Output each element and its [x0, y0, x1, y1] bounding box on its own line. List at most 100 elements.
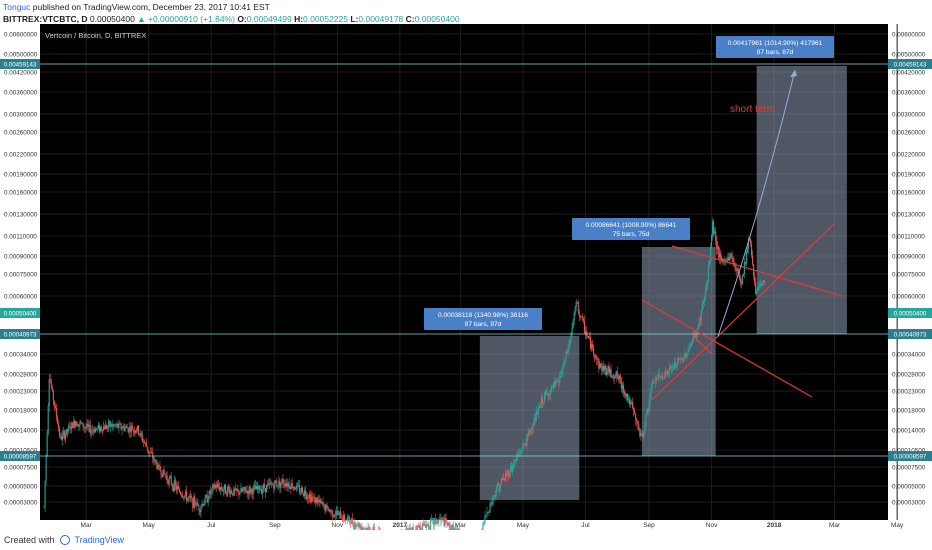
candle-body: [641, 433, 643, 435]
y-tick-label-left: 0.00075000: [4, 272, 38, 279]
candle-body: [674, 362, 676, 369]
candle-body: [308, 497, 310, 499]
candle-body: [686, 354, 688, 357]
candle-body: [343, 514, 346, 521]
candle-body: [586, 336, 589, 337]
candle-body: [508, 470, 510, 477]
candle-body: [569, 340, 571, 345]
candle-body: [97, 425, 99, 428]
y-tick-label-left: 0.00014000: [4, 428, 38, 435]
candle-body: [584, 331, 587, 334]
candle-body: [725, 259, 727, 261]
candle-body: [111, 424, 113, 427]
candle-body: [147, 446, 149, 451]
candle-body: [279, 480, 281, 488]
candle-body: [434, 520, 436, 525]
candle-body: [338, 511, 340, 514]
candle-body: [417, 525, 419, 528]
price-chart[interactable]: 0.00600000 0.00600000 0.00500000 0.00500000…: [0, 24, 932, 530]
price-tag-right-text: 0.00050400: [894, 310, 927, 317]
candle-body: [717, 246, 719, 250]
candle-body: [756, 290, 758, 294]
candle-body: [493, 495, 495, 497]
candle-body: [329, 510, 331, 512]
candle-body: [364, 528, 366, 530]
candle-body: [704, 290, 706, 298]
candle-body: [598, 358, 600, 369]
x-tick-label: 2018: [767, 522, 782, 529]
candle-body: [339, 511, 341, 519]
candle-body: [578, 311, 580, 317]
candle-body: [103, 426, 105, 431]
candle-body: [283, 483, 285, 485]
candle-body: [344, 520, 347, 522]
y-tick-label-right: 0.00220000: [892, 152, 926, 159]
candle-body: [252, 487, 254, 494]
tradingview-link[interactable]: TradingView: [74, 535, 125, 545]
candle-body: [746, 248, 748, 252]
candle-body: [574, 307, 576, 313]
candle-body: [525, 444, 527, 446]
candle-body: [634, 411, 636, 415]
candle-body: [665, 371, 667, 373]
candle-body: [752, 255, 754, 265]
candle-body: [178, 488, 180, 492]
candle-body: [444, 518, 446, 526]
candle-body: [153, 458, 155, 461]
candle-body: [490, 503, 492, 505]
candle-body: [312, 496, 314, 498]
candle-body: [212, 484, 214, 488]
candle-body: [168, 477, 170, 485]
candle-body: [603, 365, 605, 371]
candle-body: [612, 375, 614, 377]
price-tag-left: [0, 59, 40, 69]
candle-body: [184, 495, 186, 497]
candle-body: [260, 489, 263, 494]
candle-body: [620, 380, 622, 389]
candle-body: [593, 346, 595, 355]
candle-body: [494, 495, 496, 497]
candle-body: [170, 476, 172, 485]
price-tag-left: [0, 308, 40, 318]
candle-body: [530, 428, 532, 434]
candle-body: [668, 366, 671, 372]
candle-body: [303, 490, 306, 497]
candle-body: [176, 486, 178, 490]
candle-body: [764, 280, 766, 282]
candle-body: [671, 366, 673, 369]
candle-body: [172, 485, 174, 491]
y-tick-label-left: 0.00160000: [4, 190, 38, 197]
candle-body: [347, 517, 349, 520]
candle-body: [340, 518, 342, 519]
price-tag-right: [888, 59, 932, 69]
candle-body: [58, 428, 61, 436]
candle-body: [192, 498, 194, 509]
candle-body: [82, 422, 84, 427]
candle-body: [50, 382, 52, 388]
author-link[interactable]: Tonguc: [3, 2, 31, 12]
y-tick-label-right: 0.00500000: [892, 52, 926, 59]
y-tick-label-right: 0.00003000: [892, 500, 926, 507]
candle-body: [310, 494, 312, 502]
candle-body: [109, 420, 111, 427]
candle-body: [488, 511, 490, 513]
candle-body: [545, 392, 548, 395]
footer-text: Created with: [4, 535, 55, 545]
candle-body: [554, 381, 556, 388]
candle-body: [532, 426, 534, 429]
candle-body: [117, 423, 119, 428]
candle-body: [369, 528, 371, 530]
candle-body: [642, 434, 644, 437]
y-tick-label-right: 0.00034000: [892, 352, 926, 359]
candle-body: [484, 516, 486, 523]
candle-body: [115, 424, 117, 426]
candle-body: [130, 425, 132, 432]
candle-body: [572, 320, 574, 329]
candle-body: [271, 483, 273, 485]
candle-body: [63, 431, 65, 435]
candle-body: [689, 346, 691, 350]
candle-body: [313, 496, 315, 498]
candle-body: [307, 497, 309, 499]
candle-body: [582, 318, 584, 321]
candle-body: [342, 514, 345, 521]
